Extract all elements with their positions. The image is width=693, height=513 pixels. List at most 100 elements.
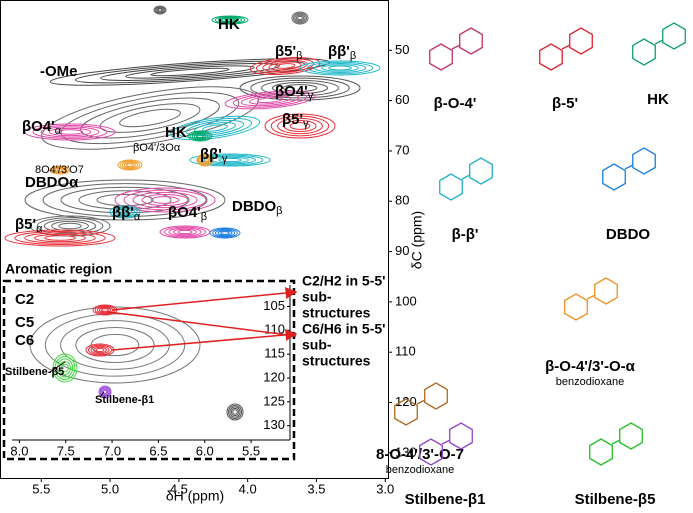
ring [564,293,588,321]
annotation-sub: γ [303,118,309,130]
annotation: ββ'α [112,204,141,223]
annotation-text: β5' [275,43,296,60]
contour [232,409,238,415]
contour [42,183,208,217]
contour [250,77,350,99]
annotation: ββ'β [328,43,356,62]
ring [429,43,453,71]
contour [291,11,309,25]
ring [589,438,613,466]
contour [221,17,239,23]
ring [469,157,493,185]
contour [51,166,69,174]
contour [217,16,243,24]
ring [439,173,463,201]
contour [60,186,190,214]
inset-x-tick-label: 8.0 [10,443,28,458]
contour [313,63,367,73]
contour [119,108,181,128]
contour [199,155,211,165]
pointer [99,391,105,398]
ring [569,27,593,55]
contour [24,179,226,221]
annotation: β5'β [275,43,302,62]
y-tick-label: 70 [395,142,409,157]
annotation-text: β5' [282,111,303,128]
inset-y-tick-label: 125 [263,393,285,408]
inset-label: C6 [15,332,34,349]
contour [240,93,300,107]
inset-x-tick-label: 6.0 [196,443,214,458]
contour [168,227,202,237]
contour [156,7,164,13]
structure-note: benzodioxane [386,464,455,476]
x-tick-label: 3.5 [307,481,325,496]
contour [277,117,323,135]
callout-text: C2/H2 in 5-5' [302,273,385,289]
contour [229,406,241,418]
contour [98,385,112,399]
contour [255,58,315,74]
bond [561,44,571,50]
structure-name: DBDO [606,226,650,243]
ring [602,163,626,191]
pointer [49,361,66,373]
contour [185,120,245,136]
y-tick-label: 130 [395,444,417,459]
x-tick-label: 5.0 [101,481,119,496]
inset-x-tick-label: 7.5 [57,443,75,458]
contour [155,6,165,14]
inset-y-tick-label: 115 [264,346,285,361]
bond [611,439,621,445]
bond [461,174,471,180]
contour [99,386,111,398]
y-tick-label: 90 [395,243,409,258]
contour [248,95,292,105]
inset-y-tick-label: 120 [263,369,285,384]
contour [100,387,110,397]
contour [203,155,257,165]
contour [189,131,211,141]
contour [14,230,106,246]
contour [43,219,97,233]
annotation: DBDOβ [232,198,283,217]
contour [274,63,296,69]
contour [202,124,228,132]
contour [44,235,76,241]
ring [632,147,656,175]
bond [624,164,634,170]
contour [328,65,352,71]
structure-name: Stilbene-β5 [575,491,656,508]
contour [230,407,240,417]
inset-y-tick-label: 105 [263,298,285,313]
contour [217,230,233,236]
contour [34,233,86,243]
contour [41,86,259,150]
contour [200,156,210,164]
contour [177,229,193,235]
contour [98,307,112,313]
contour [24,232,96,244]
contour [189,153,271,167]
contour [48,127,92,137]
annotation: DBDOα [25,174,79,191]
ring [394,398,418,426]
y-tick-label: 120 [395,394,417,409]
annotation-text: ββ' [200,146,222,163]
contour [202,157,208,163]
contour [196,153,214,167]
contour [141,193,189,207]
annotation-text: βO4' [22,118,55,135]
y-tick-label: 80 [395,193,409,208]
contour [132,191,198,209]
annotation: βO4'/3Oα [133,142,181,154]
inset-label: C5 [15,314,34,331]
contour [56,129,84,135]
contour [114,207,136,217]
contour [264,113,336,139]
contour [90,345,110,355]
contour [193,122,237,134]
structure-name: β-O-4' [434,95,477,112]
contour [299,60,381,76]
contour [232,92,308,108]
